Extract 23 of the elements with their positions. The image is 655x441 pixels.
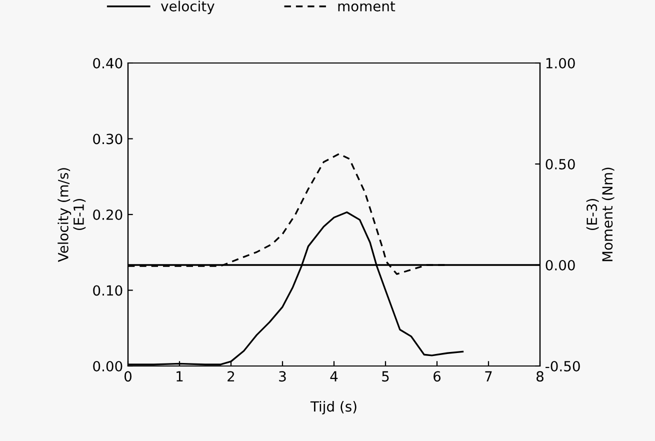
x-tick-label: 3 <box>279 371 286 382</box>
x-tick-label: 4 <box>330 371 338 382</box>
y2-axis-title: (E-3) Moment (Nm) <box>586 168 614 262</box>
y2-tick-label: -0.50 <box>546 360 580 372</box>
y-tick-label: 0.30 <box>93 134 122 144</box>
x-axis-title: Tijd (s) <box>310 400 356 414</box>
x-tick-label: 6 <box>434 371 441 382</box>
y2-tick-label: 0.00 <box>546 260 575 270</box>
x-tick-label: 5 <box>382 371 389 382</box>
y-tick-label: 0.20 <box>93 209 122 220</box>
y-tick-label: 0.40 <box>93 58 122 68</box>
legend-label: velocity <box>160 0 214 14</box>
y-tick-label: 0.00 <box>93 360 122 372</box>
x-tick-label: 1 <box>176 371 183 382</box>
x-tick-label: 8 <box>536 371 544 382</box>
x-tick-label: 7 <box>485 371 492 382</box>
y2-tick-label: 1.00 <box>546 58 575 68</box>
y-axis-title: Velocity (m/s) (E-1) <box>58 168 86 262</box>
x-tick-label: 2 <box>228 371 234 382</box>
x-tick-label: 0 <box>124 371 132 382</box>
legend-label: moment <box>338 2 396 12</box>
y-tick-label: 0.10 <box>93 285 122 296</box>
y2-tick-label: 0.50 <box>546 158 575 170</box>
